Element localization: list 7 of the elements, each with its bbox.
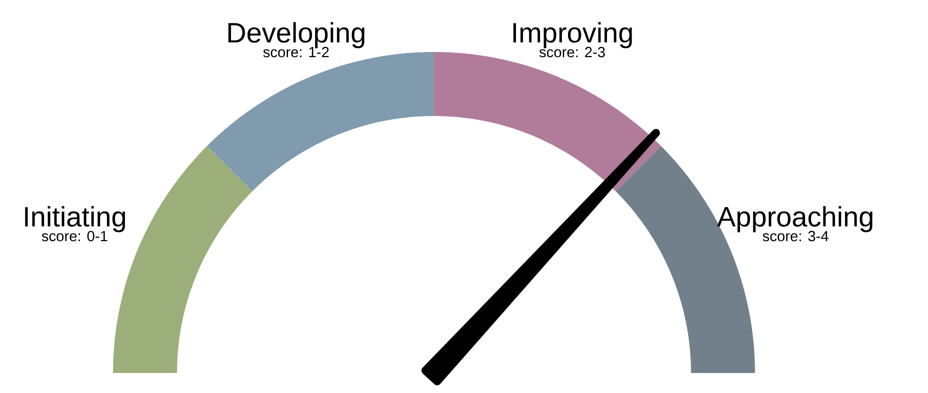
slice-label: Initiating <box>25 206 126 232</box>
text: score: 0-1 <box>42 230 108 242</box>
text: score: 3-4 <box>762 230 828 242</box>
slice-label: Developing <box>228 22 364 48</box>
slice-label: Improving <box>513 22 632 48</box>
slice-label: Approaching <box>717 206 872 232</box>
text: score: 1-2 <box>263 46 329 58</box>
